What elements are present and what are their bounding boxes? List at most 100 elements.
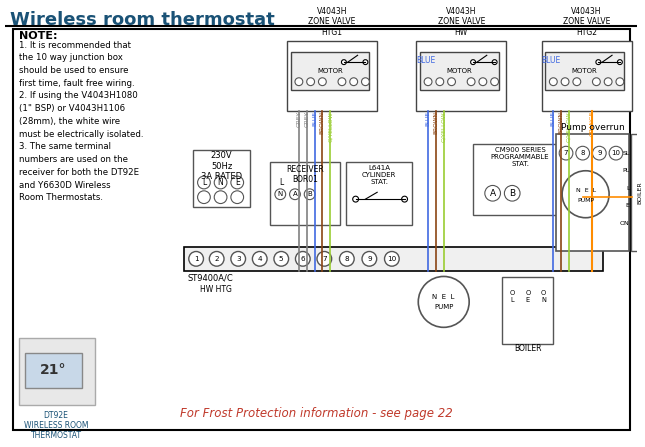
Text: 6: 6 bbox=[301, 256, 305, 262]
Bar bbox=[291, 52, 370, 89]
Circle shape bbox=[214, 176, 227, 189]
Text: ORANGE: ORANGE bbox=[590, 111, 595, 136]
Bar bbox=[19, 338, 95, 405]
Text: BLUE: BLUE bbox=[417, 56, 436, 65]
Text: L: L bbox=[279, 177, 283, 186]
Text: B: B bbox=[509, 189, 515, 198]
Text: 4: 4 bbox=[257, 256, 262, 262]
Text: 5: 5 bbox=[279, 256, 284, 262]
Circle shape bbox=[304, 189, 315, 200]
Text: B: B bbox=[307, 191, 312, 197]
Text: 21°: 21° bbox=[40, 363, 66, 377]
Text: G/YELLOW: G/YELLOW bbox=[328, 111, 333, 142]
Text: must be electrically isolated.: must be electrically isolated. bbox=[19, 130, 143, 139]
Text: N: N bbox=[218, 178, 223, 187]
Text: HW HTG: HW HTG bbox=[200, 285, 232, 294]
Circle shape bbox=[290, 189, 301, 200]
Circle shape bbox=[573, 78, 580, 86]
Text: BLUE: BLUE bbox=[542, 56, 561, 65]
Circle shape bbox=[436, 78, 444, 86]
Bar bbox=[546, 52, 624, 89]
Circle shape bbox=[339, 252, 354, 266]
Circle shape bbox=[362, 252, 377, 266]
Bar bbox=[416, 41, 506, 111]
Circle shape bbox=[353, 196, 359, 202]
Circle shape bbox=[491, 78, 499, 86]
Circle shape bbox=[363, 60, 368, 64]
Text: 7: 7 bbox=[322, 256, 326, 262]
Text: BOILER: BOILER bbox=[637, 181, 642, 203]
Circle shape bbox=[384, 252, 399, 266]
Text: V4043H
ZONE VALVE
HTG1: V4043H ZONE VALVE HTG1 bbox=[308, 7, 356, 37]
Circle shape bbox=[559, 146, 573, 160]
Bar bbox=[502, 278, 553, 344]
Text: SL: SL bbox=[622, 151, 630, 156]
Text: 230V
50Hz
3A RATED: 230V 50Hz 3A RATED bbox=[201, 151, 242, 181]
Text: BROWN: BROWN bbox=[433, 111, 439, 134]
Text: V4043H
ZONE VALVE
HW: V4043H ZONE VALVE HW bbox=[438, 7, 485, 37]
Text: MOTOR: MOTOR bbox=[317, 68, 343, 74]
Text: O
L: O L bbox=[510, 290, 515, 303]
Text: Pump overrun: Pump overrun bbox=[561, 122, 624, 131]
Text: 10: 10 bbox=[387, 256, 397, 262]
Circle shape bbox=[210, 252, 224, 266]
Text: BLUE: BLUE bbox=[426, 111, 431, 126]
Text: 2. If using the V4043H1080: 2. If using the V4043H1080 bbox=[19, 92, 138, 101]
Bar bbox=[631, 134, 645, 251]
Text: and Y6630D Wireless: and Y6630D Wireless bbox=[19, 181, 110, 190]
Text: 9: 9 bbox=[597, 150, 602, 156]
Text: PUMP: PUMP bbox=[577, 198, 594, 202]
Bar bbox=[542, 41, 631, 111]
Text: DT92E
WIRELESS ROOM
THERMOSTAT: DT92E WIRELESS ROOM THERMOSTAT bbox=[24, 410, 88, 440]
Text: GREY: GREY bbox=[297, 111, 301, 127]
Circle shape bbox=[596, 60, 600, 64]
Bar bbox=[194, 150, 250, 207]
Circle shape bbox=[252, 252, 267, 266]
Text: NOTE:: NOTE: bbox=[19, 31, 57, 41]
Circle shape bbox=[424, 78, 432, 86]
Bar bbox=[421, 52, 499, 89]
Text: G/YELLOW: G/YELLOW bbox=[566, 111, 571, 142]
Text: 8: 8 bbox=[344, 256, 349, 262]
Text: the 10 way junction box: the 10 way junction box bbox=[19, 53, 123, 62]
Circle shape bbox=[593, 146, 606, 160]
Text: PUMP: PUMP bbox=[434, 304, 453, 310]
Text: Wireless room thermostat: Wireless room thermostat bbox=[10, 11, 275, 29]
Circle shape bbox=[562, 171, 609, 218]
Circle shape bbox=[402, 196, 408, 202]
Text: BROWN: BROWN bbox=[320, 111, 325, 134]
Bar bbox=[473, 144, 567, 215]
Circle shape bbox=[576, 146, 590, 160]
Circle shape bbox=[231, 176, 244, 189]
Circle shape bbox=[189, 252, 203, 266]
Text: A: A bbox=[490, 189, 496, 198]
Text: O
E: O E bbox=[525, 290, 530, 303]
Text: RECEIVER
BOR01: RECEIVER BOR01 bbox=[286, 165, 324, 184]
Text: BLUE: BLUE bbox=[312, 111, 317, 126]
Text: 1. It is recommended that: 1. It is recommended that bbox=[19, 41, 131, 50]
Circle shape bbox=[274, 252, 288, 266]
Circle shape bbox=[341, 60, 346, 64]
Text: (1" BSP) or V4043H1106: (1" BSP) or V4043H1106 bbox=[19, 104, 125, 113]
Text: Room Thermostats.: Room Thermostats. bbox=[19, 193, 103, 202]
Text: CM900 SERIES
PROGRAMMABLE
STAT.: CM900 SERIES PROGRAMMABLE STAT. bbox=[491, 147, 550, 167]
Circle shape bbox=[338, 78, 346, 86]
Text: MOTOR: MOTOR bbox=[446, 68, 472, 74]
Text: receiver for both the DT92E: receiver for both the DT92E bbox=[19, 168, 139, 177]
Bar bbox=[287, 41, 377, 111]
Text: MOTOR: MOTOR bbox=[571, 68, 597, 74]
Text: 7: 7 bbox=[564, 150, 568, 156]
Bar bbox=[25, 353, 82, 388]
Text: L: L bbox=[202, 178, 206, 187]
Text: 3: 3 bbox=[236, 256, 241, 262]
Text: N  E  L: N E L bbox=[432, 294, 455, 300]
Text: numbers are used on the: numbers are used on the bbox=[19, 155, 128, 164]
Text: For Frost Protection information - see page 22: For Frost Protection information - see p… bbox=[180, 407, 453, 420]
Circle shape bbox=[485, 186, 501, 201]
Circle shape bbox=[295, 252, 310, 266]
Circle shape bbox=[609, 146, 623, 160]
Bar bbox=[346, 162, 412, 224]
Text: 1: 1 bbox=[194, 256, 199, 262]
Circle shape bbox=[471, 60, 475, 64]
Circle shape bbox=[307, 78, 315, 86]
